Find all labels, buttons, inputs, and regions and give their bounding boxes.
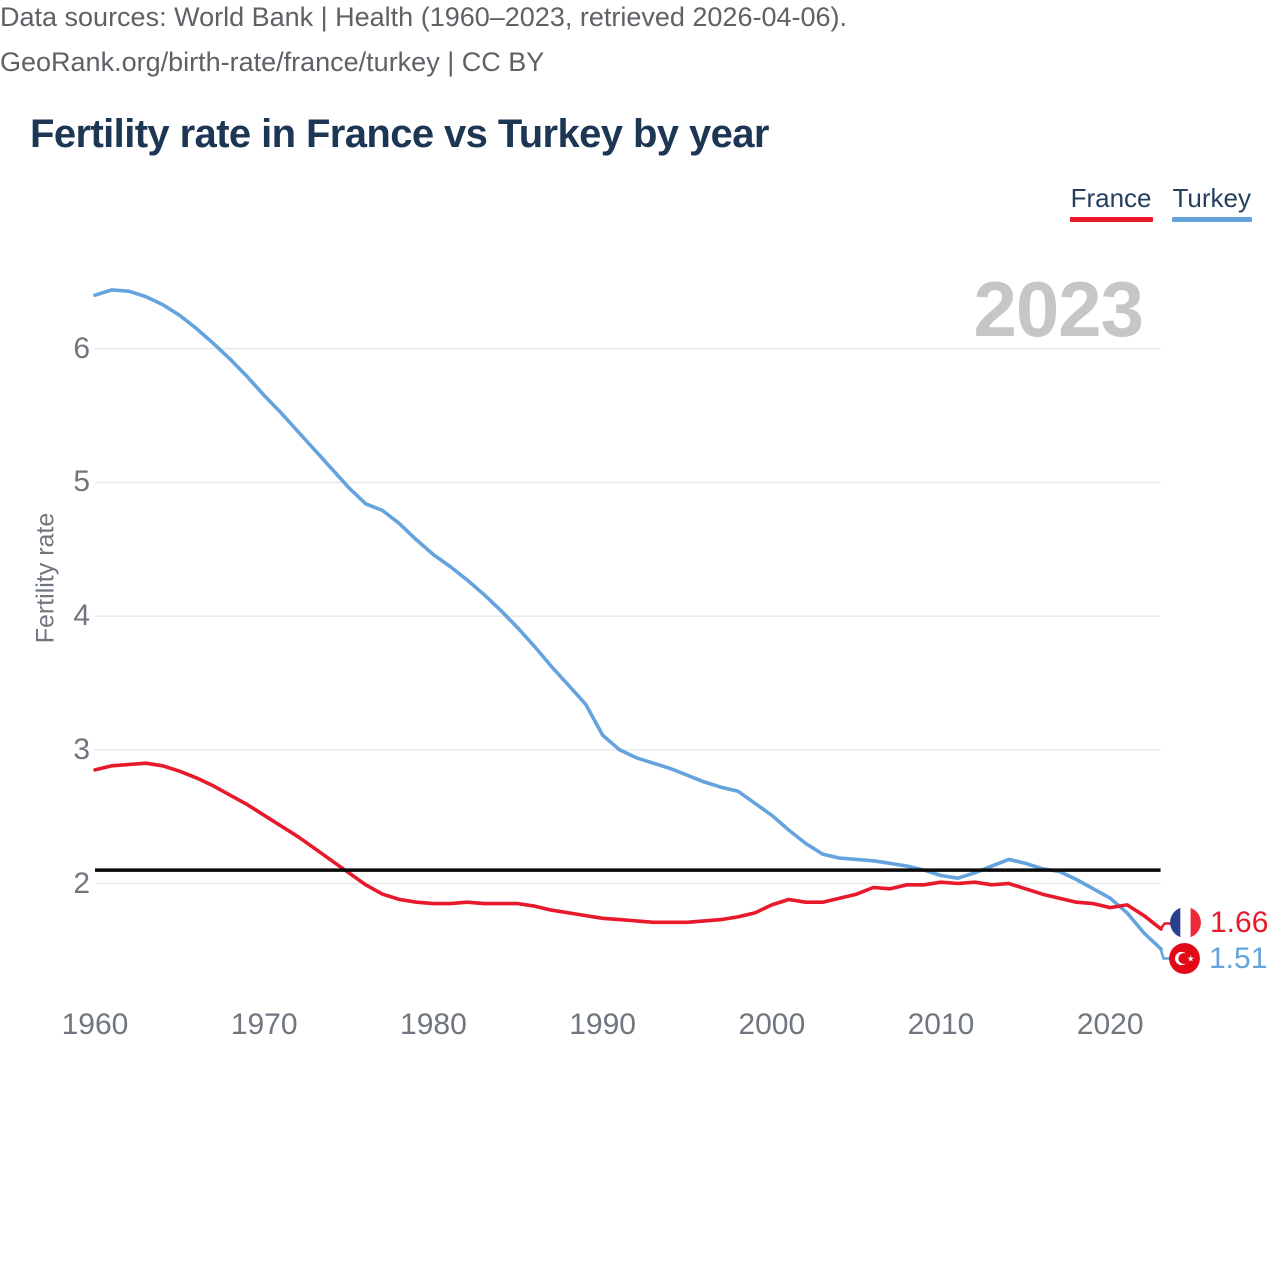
end-label-turkey: ★ 1.51: [1169, 943, 1267, 974]
turkey-line[interactable]: [93, 288, 1163, 951]
watermark-year: 2023: [973, 265, 1144, 353]
france-label-connector: [1159, 922, 1173, 930]
france-final-value: 1.66: [1210, 906, 1269, 939]
page-title: Fertility rate in France vs Turkey by ye…: [30, 112, 769, 156]
legend-label-france: France: [1070, 183, 1152, 213]
x-tick-1990: 1990: [569, 1008, 636, 1041]
y-tick-6: 6: [73, 331, 90, 365]
legend-item-turkey[interactable]: Turkey: [1171, 183, 1252, 222]
source-attribution: Data sources: World Bank | Health (1960–…: [0, 0, 1280, 81]
x-tick-2010: 2010: [907, 1008, 975, 1041]
legend-swatch-turkey: [1171, 216, 1252, 222]
france-line[interactable]: [93, 761, 1163, 931]
legend-item-france[interactable]: France: [1069, 183, 1153, 222]
turkey-flag-icon: ★: [1169, 943, 1200, 974]
data-sources-line: Data sources: World Bank | Health (1960–…: [0, 2, 847, 32]
france-flag-icon: [1170, 907, 1201, 938]
x-tick-1980: 1980: [400, 1008, 467, 1041]
y-tick-3: 3: [73, 732, 90, 766]
turkey-final-value: 1.51: [1209, 942, 1268, 975]
x-tick-1960: 1960: [61, 1008, 129, 1041]
legend-swatch-france: [1069, 216, 1153, 222]
license-line: GeoRank.org/birth-rate/france/turkey | C…: [0, 46, 545, 77]
svg-text:★: ★: [1187, 955, 1195, 965]
y-tick-5: 5: [73, 465, 90, 499]
x-tick-1970: 1970: [230, 1008, 298, 1041]
y-tick-4: 4: [73, 599, 90, 633]
x-tick-2020: 2020: [1076, 1008, 1144, 1041]
legend-label-turkey: Turkey: [1172, 183, 1252, 213]
end-label-france: 1.66: [1170, 907, 1268, 938]
x-tick-2000: 2000: [738, 1008, 806, 1041]
y-tick-2: 2: [73, 866, 90, 900]
legend: France Turkey: [1069, 183, 1252, 222]
turkey-label-connector: [1159, 948, 1172, 960]
